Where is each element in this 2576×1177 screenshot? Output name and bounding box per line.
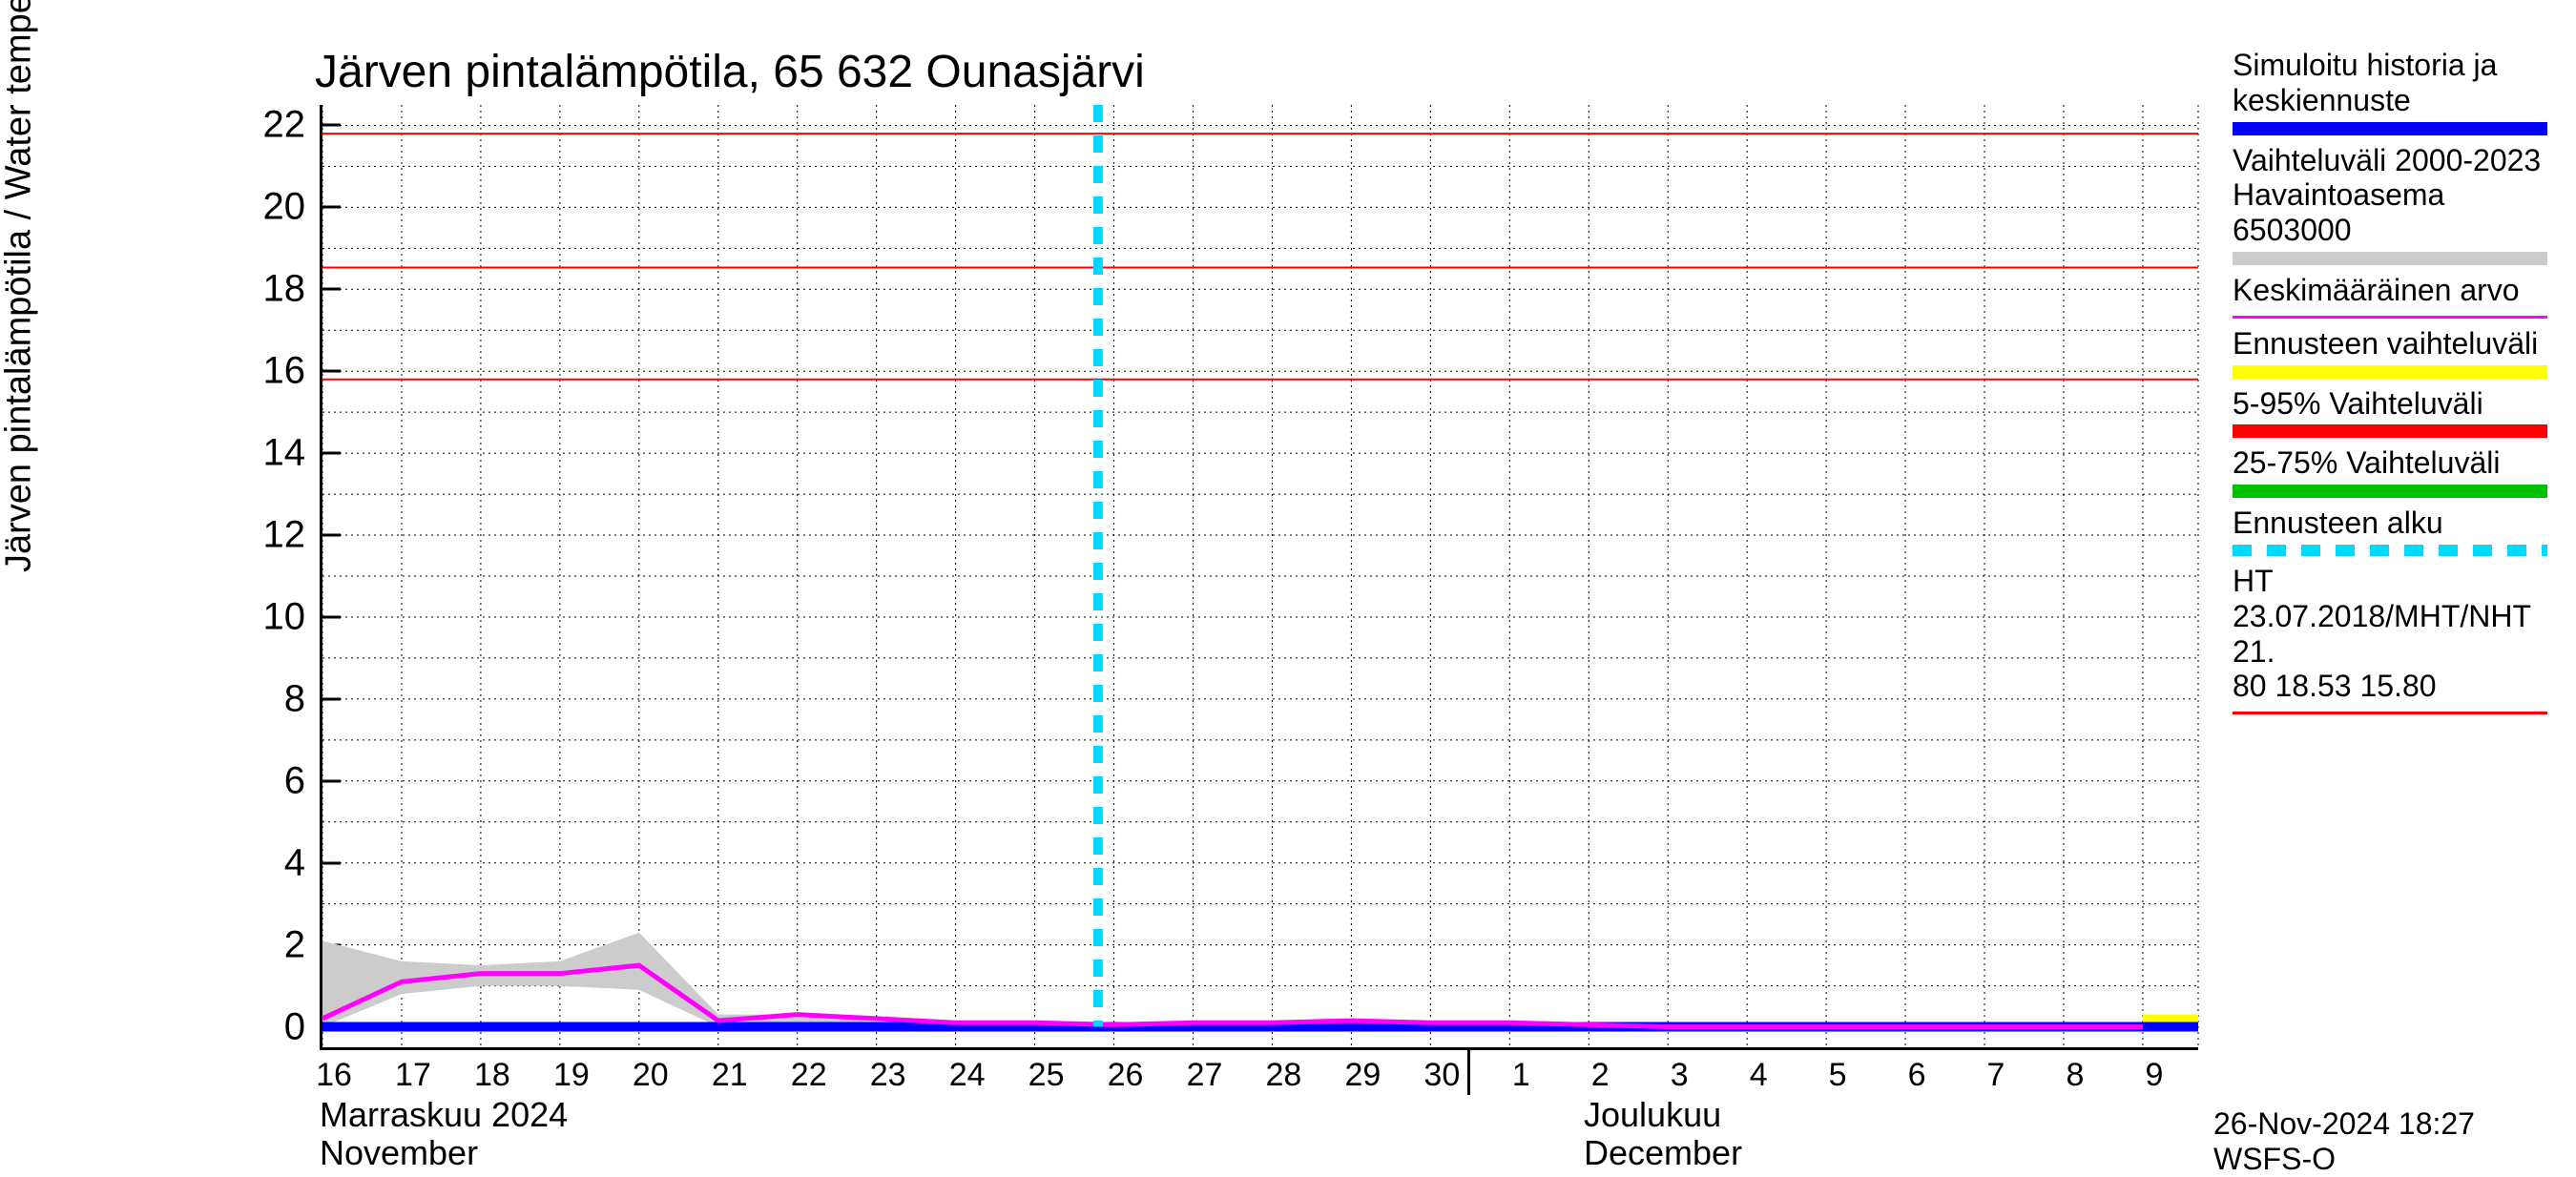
plot-svg bbox=[322, 105, 2198, 1047]
legend-entry: Simuloitu historia jakeskiennuste bbox=[2233, 48, 2566, 135]
y-tick-label: 0 bbox=[284, 1005, 305, 1048]
legend: Simuloitu historia jakeskiennusteVaihtel… bbox=[2233, 48, 2566, 722]
legend-entry: Vaihteluväli 2000-2023 Havaintoasema 650… bbox=[2233, 143, 2566, 265]
y-tick-label: 20 bbox=[263, 186, 306, 229]
legend-swatch bbox=[2233, 122, 2547, 135]
legend-text: 25-75% Vaihteluväli bbox=[2233, 445, 2566, 481]
x-tick-label: 23 bbox=[870, 1057, 906, 1094]
x-tick-label: 26 bbox=[1108, 1057, 1144, 1094]
x-tick-label: 1 bbox=[1512, 1057, 1530, 1094]
x-tick-label: 24 bbox=[949, 1057, 986, 1094]
x-tick-label: 27 bbox=[1187, 1057, 1223, 1094]
footer-timestamp: 26-Nov-2024 18:27 WSFS-O bbox=[2213, 1106, 2576, 1177]
legend-text: Vaihteluväli 2000-2023 bbox=[2233, 143, 2566, 178]
y-tick-label: 12 bbox=[263, 514, 306, 557]
legend-entry: 25-75% Vaihteluväli bbox=[2233, 445, 2566, 498]
chart-container: Järven pintalämpötila / Water temperatur… bbox=[0, 0, 2576, 1145]
legend-text: Simuloitu historia ja bbox=[2233, 48, 2566, 83]
month-label-left-1: Marraskuu 2024 bbox=[320, 1095, 568, 1135]
month-label-right-1: Joulukuu bbox=[1584, 1095, 1721, 1135]
legend-swatch bbox=[2233, 485, 2547, 498]
legend-swatch bbox=[2233, 252, 2547, 265]
plot-area bbox=[320, 105, 2198, 1050]
month-label-right-2: December bbox=[1584, 1133, 1742, 1173]
x-tick-label: 5 bbox=[1829, 1057, 1847, 1094]
x-tick-label: 6 bbox=[1908, 1057, 1926, 1094]
month-divider-line bbox=[1467, 1047, 1470, 1095]
chart-title: Järven pintalämpötila, 65 632 Ounasjärvi bbox=[315, 46, 1145, 98]
legend-text: Keskimääräinen arvo bbox=[2233, 273, 2566, 308]
legend-text: Ennusteen vaihteluväli bbox=[2233, 326, 2566, 361]
legend-entry: HT 23.07.2018/MHT/NHT 21.80 18.53 15.80 bbox=[2233, 564, 2566, 714]
legend-text: 5-95% Vaihteluväli bbox=[2233, 386, 2566, 422]
y-tick-label: 18 bbox=[263, 268, 306, 311]
legend-text: Ennusteen alku bbox=[2233, 506, 2566, 541]
y-tick-label: 14 bbox=[263, 432, 306, 475]
x-tick-label: 17 bbox=[395, 1057, 431, 1094]
legend-text: keskiennuste bbox=[2233, 83, 2566, 118]
legend-swatch bbox=[2233, 316, 2547, 319]
y-tick-label: 22 bbox=[263, 104, 306, 147]
legend-swatch bbox=[2233, 545, 2547, 556]
x-tick-label: 7 bbox=[1987, 1057, 2005, 1094]
legend-entry: Ennusteen vaihteluväli bbox=[2233, 326, 2566, 379]
x-tick-label: 20 bbox=[633, 1057, 669, 1094]
y-tick-label: 2 bbox=[284, 923, 305, 966]
y-tick-label: 16 bbox=[263, 350, 306, 393]
x-tick-label: 8 bbox=[2067, 1057, 2085, 1094]
y-tick-label: 6 bbox=[284, 759, 305, 802]
x-tick-label: 25 bbox=[1028, 1057, 1065, 1094]
x-tick-label: 9 bbox=[2145, 1057, 2163, 1094]
x-tick-label: 29 bbox=[1344, 1057, 1381, 1094]
legend-swatch bbox=[2233, 365, 2547, 379]
legend-entry: Ennusteen alku bbox=[2233, 506, 2566, 556]
x-tick-label: 16 bbox=[316, 1057, 352, 1094]
x-tick-label: 3 bbox=[1671, 1057, 1689, 1094]
y-tick-label: 8 bbox=[284, 677, 305, 720]
x-tick-label: 28 bbox=[1266, 1057, 1302, 1094]
legend-text: Havaintoasema 6503000 bbox=[2233, 177, 2566, 248]
legend-swatch bbox=[2233, 712, 2547, 714]
x-tick-label: 22 bbox=[791, 1057, 827, 1094]
x-tick-label: 2 bbox=[1591, 1057, 1610, 1094]
x-tick-label: 18 bbox=[474, 1057, 510, 1094]
y-tick-label: 4 bbox=[284, 841, 305, 884]
legend-text: 80 18.53 15.80 bbox=[2233, 669, 2566, 704]
y-axis-label: Järven pintalämpötila / Water temperatur… bbox=[0, 0, 40, 572]
legend-text: HT 23.07.2018/MHT/NHT 21. bbox=[2233, 564, 2566, 669]
month-label-left-2: November bbox=[320, 1133, 478, 1173]
legend-entry: Keskimääräinen arvo bbox=[2233, 273, 2566, 319]
y-tick-label: 10 bbox=[263, 595, 306, 638]
x-tick-label: 4 bbox=[1750, 1057, 1768, 1094]
x-tick-label: 19 bbox=[553, 1057, 590, 1094]
legend-entry: 5-95% Vaihteluväli bbox=[2233, 386, 2566, 439]
x-tick-label: 30 bbox=[1423, 1057, 1460, 1094]
x-tick-label: 21 bbox=[712, 1057, 748, 1094]
legend-swatch bbox=[2233, 424, 2547, 438]
